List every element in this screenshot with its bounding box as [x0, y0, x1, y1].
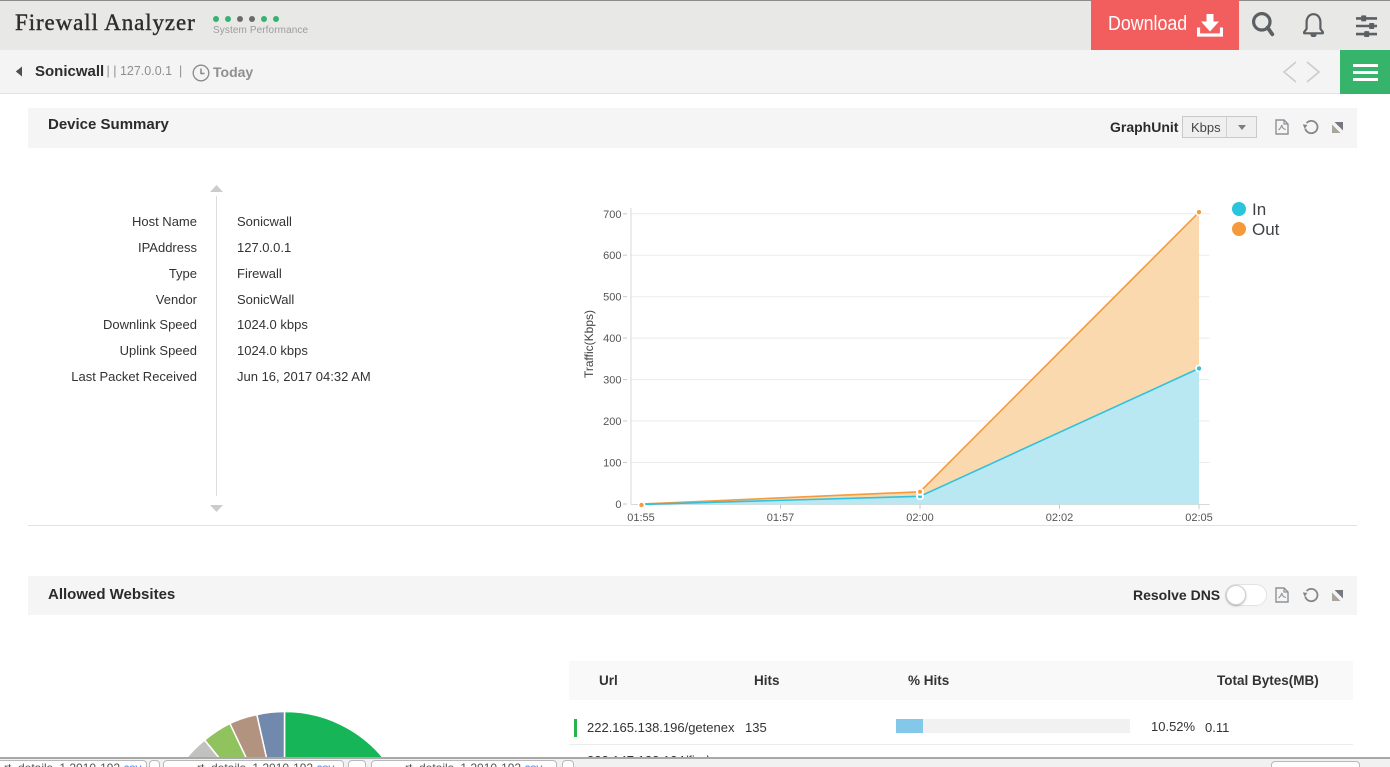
svg-text:400: 400 — [603, 333, 621, 345]
svg-text:02:05: 02:05 — [1185, 512, 1213, 524]
svg-text:100: 100 — [603, 458, 621, 470]
svg-text:500: 500 — [603, 292, 621, 304]
svg-text:Traffic(Kbps): Traffic(Kbps) — [582, 310, 596, 378]
svg-text:Out: Out — [1252, 220, 1280, 239]
svg-text:600: 600 — [603, 250, 621, 262]
svg-text:01:57: 01:57 — [767, 512, 795, 524]
svg-text:In: In — [1252, 200, 1266, 219]
svg-text:200: 200 — [603, 416, 621, 428]
svg-text:02:00: 02:00 — [906, 512, 934, 524]
svg-text:700: 700 — [603, 209, 621, 221]
svg-text:0: 0 — [615, 499, 621, 511]
svg-text:01:55: 01:55 — [627, 512, 655, 524]
svg-text:02:02: 02:02 — [1046, 512, 1074, 524]
svg-text:300: 300 — [603, 375, 621, 387]
